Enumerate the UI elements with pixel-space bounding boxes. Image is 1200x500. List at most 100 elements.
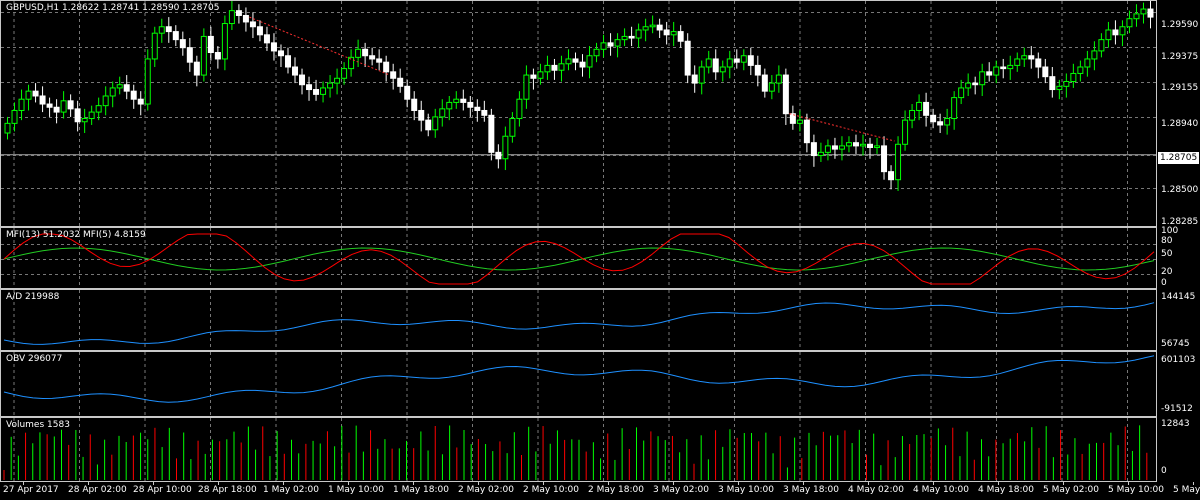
obv-level: 601103 [1161,355,1196,365]
candle-body [712,58,719,73]
candle-body [1056,85,1063,91]
trend-line [249,16,390,76]
candle-body [951,97,958,120]
candle-body [1133,13,1140,20]
mfi-pane[interactable]: MFI(13) 51.2032 MFI(5) 4.8159 [0,227,1157,289]
obv-pane[interactable]: OBV 296077 [0,351,1157,417]
candle-body [383,61,390,73]
candle-body [944,118,951,126]
candle-body [1007,64,1014,70]
time-tick [608,482,609,485]
candle-body [600,42,607,50]
candle-body [923,101,930,116]
candle-body [172,31,179,41]
ad-label: A/D 219988 [6,292,60,302]
candle-body [299,74,306,86]
candle-body [1035,58,1042,68]
time-tick [218,482,219,485]
candle-body [418,109,425,121]
candle-body [747,55,754,66]
candle-body [895,143,902,181]
candle-body [909,109,916,121]
candle-body [277,50,284,57]
candle-body [116,84,123,89]
candle-body [46,103,53,108]
candle-body [467,101,474,108]
mfi-5-line [3,233,1155,285]
candle-body [1126,18,1133,28]
mfi-level: 50 [1161,249,1173,259]
candle-body [698,66,705,84]
price-chart-pane[interactable]: GBPUSD,H1 1.28622 1.28741 1.28590 1.2870… [0,0,1157,227]
candle-body [369,55,376,60]
candle-body [789,113,796,124]
candle-body [193,61,200,76]
candle-body [965,82,972,89]
candle-body [902,119,909,145]
mfi-level: 100 [1161,226,1179,236]
candle-body [663,29,670,36]
candle-body [81,118,88,123]
candle-body [544,64,551,73]
ad-line [3,290,1155,350]
candle-body [284,55,291,68]
candle-body [242,14,249,23]
candle-body [130,90,137,100]
time-label: 4 May 18:00 [978,485,1034,495]
mfi-label: MFI(13) 51.2032 MFI(5) 4.8159 [6,230,146,240]
time-label: 4 May 10:00 [913,485,969,495]
candle-body [1105,29,1112,41]
candle-body [453,98,460,103]
price-level: 1.29375 [1161,52,1199,62]
candle-body [495,151,502,160]
time-label: 4 May 02:00 [848,485,904,495]
mfi-13-line [3,247,1155,271]
volumes-pane[interactable]: Volumes 1583 [0,417,1157,482]
candle-body [411,98,418,111]
time-tick [153,482,154,485]
candle-body [376,58,383,63]
candle-body [39,95,46,105]
candle-body [607,42,614,47]
candle-body [165,26,172,33]
candle-body [221,23,228,60]
ad-scale: 144145 56745 [1157,289,1200,351]
time-axis[interactable]: 27 Apr 2017 28 Apr 02:00 28 Apr 10:00 28 Ap… [0,482,1200,500]
time-label: 1 May 02:00 [263,485,319,495]
price-level: 1.29155 [1161,83,1199,93]
candle-body [1112,29,1119,36]
candle-body [1021,55,1028,60]
candle-body [1000,66,1007,70]
candle-body [684,40,691,76]
candle-body [677,31,684,42]
time-tick [88,482,89,485]
candle-body [228,10,235,25]
candle-body [235,10,242,16]
price-scale[interactable]: 1.29590 1.29375 1.29155 1.28940 1.28500 … [1157,0,1200,227]
candle-body [523,74,530,100]
candle-body [628,35,635,39]
candle-body [95,105,102,113]
candle-body [726,58,733,68]
candle-body [867,143,874,149]
candle-body [32,90,39,97]
time-tick [803,482,804,485]
candle-body [137,98,144,105]
candle-body [593,48,600,57]
candle-body [123,84,130,92]
candle-body [88,111,95,120]
time-tick [23,482,24,485]
time-label: 3 May 18:00 [783,485,839,495]
ad-pane[interactable]: A/D 219988 [0,289,1157,351]
candle-body [838,145,845,150]
time-label: 28 Apr 02:00 [68,485,127,495]
symbol-label: GBPUSD,H1 1.28622 1.28741 1.28590 1.2870… [6,3,220,13]
candle-body [404,85,411,100]
time-tick [478,482,479,485]
candle-body [18,98,25,111]
candle-body [397,77,404,87]
candle-body [656,24,663,31]
ad-level: 56745 [1161,339,1190,349]
volumes-scale: 12843 0 [1157,417,1200,482]
candle-body [481,109,488,116]
